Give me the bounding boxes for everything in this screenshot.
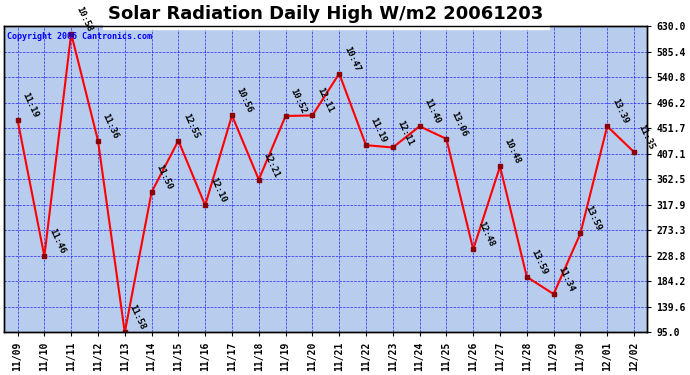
Text: 12:11: 12:11 xyxy=(315,87,335,115)
Text: 13:39: 13:39 xyxy=(610,98,629,126)
Text: 10:48: 10:48 xyxy=(503,138,522,166)
Text: 10:56: 10:56 xyxy=(235,87,255,115)
Text: 11:19: 11:19 xyxy=(20,91,40,119)
Text: 11:19: 11:19 xyxy=(368,116,388,144)
Text: 12:10: 12:10 xyxy=(208,176,228,204)
Text: 11:34: 11:34 xyxy=(556,265,576,293)
Text: 10:52: 10:52 xyxy=(288,87,308,115)
Text: 13:59: 13:59 xyxy=(530,248,549,276)
Text: 11:50: 11:50 xyxy=(155,163,174,191)
Text: 12:21: 12:21 xyxy=(262,151,281,179)
Text: 11:35: 11:35 xyxy=(637,123,656,151)
Text: 13:06: 13:06 xyxy=(449,110,469,138)
Text: 11:40: 11:40 xyxy=(422,98,442,126)
Text: 10:58: 10:58 xyxy=(74,4,93,33)
Text: 11:58: 11:58 xyxy=(128,303,147,332)
Text: 12:11: 12:11 xyxy=(395,118,415,147)
Title: Solar Radiation Daily High W/m2 20061203: Solar Radiation Daily High W/m2 20061203 xyxy=(108,5,544,23)
Text: 12:48: 12:48 xyxy=(476,220,495,249)
Text: 13:59: 13:59 xyxy=(583,204,603,232)
Text: 12:55: 12:55 xyxy=(181,112,201,140)
Text: 11:46: 11:46 xyxy=(47,227,67,255)
Text: 10:47: 10:47 xyxy=(342,45,362,73)
Text: Copyright 2006 Cantronics.com: Copyright 2006 Cantronics.com xyxy=(8,32,152,41)
Text: 11:36: 11:36 xyxy=(101,112,120,140)
